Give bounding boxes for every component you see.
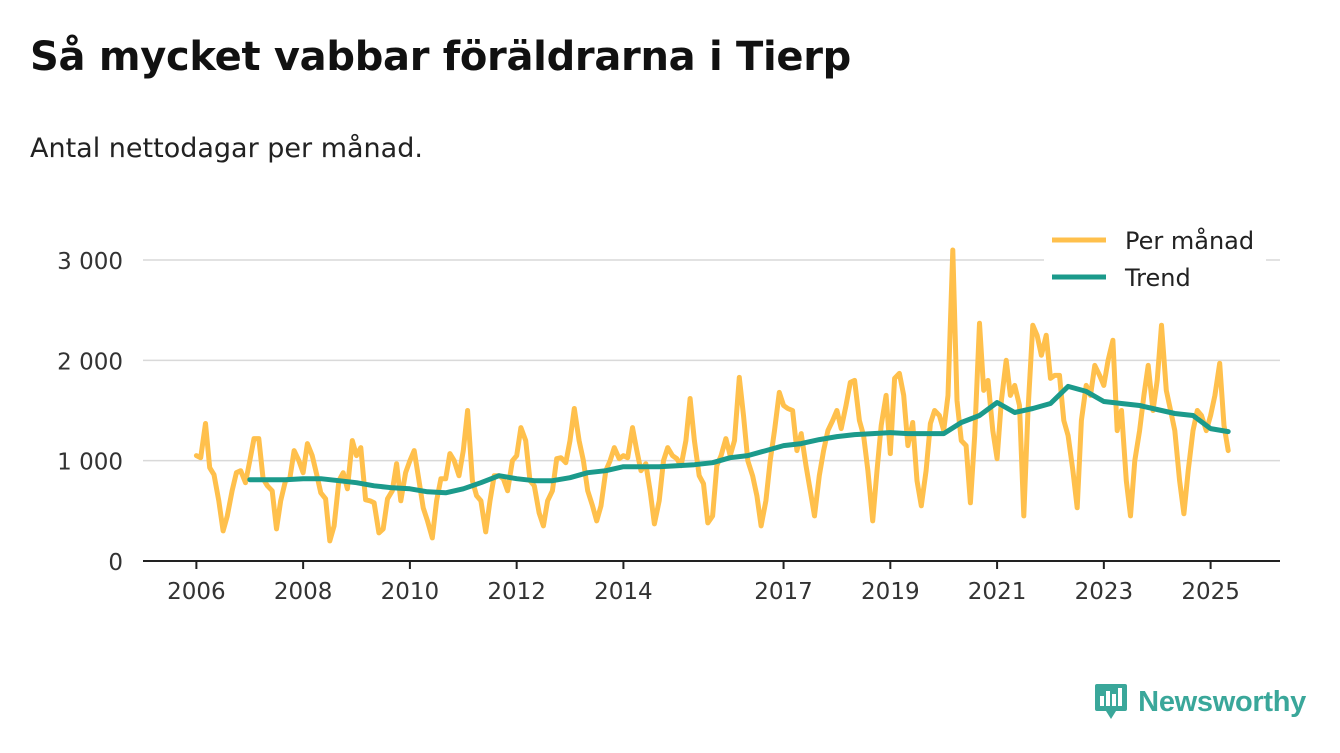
series-line-trend: [247, 383, 1231, 496]
legend-label-trend: Trend: [1124, 264, 1191, 292]
x-tick-label: 2006: [167, 579, 226, 605]
legend: Per månad Trend: [1044, 222, 1266, 300]
newsworthy-logo: Newsworthy: [1094, 682, 1306, 722]
x-axis-ticks: 2006 2008 2010 2012 2014 2017 2019 2021 2023 2025: [167, 561, 1240, 605]
y-tick-label: 2 000: [57, 349, 123, 375]
x-tick-label: 2021: [968, 579, 1027, 605]
newsworthy-icon: [1095, 684, 1128, 719]
y-axis-ticks: 0 1 000 2 000 3 000: [57, 249, 123, 576]
y-tick-label: 0: [108, 550, 123, 576]
series-lines: [193, 247, 1231, 544]
x-tick-label: 2014: [594, 579, 653, 605]
y-tick-label: 1 000: [57, 450, 123, 476]
x-tick-label: 2023: [1075, 579, 1134, 605]
chart-subtitle: Antal nettodagar per månad.: [30, 133, 423, 164]
brand-name: Newsworthy: [1138, 685, 1306, 718]
x-tick-label: 2012: [487, 579, 546, 605]
legend-label-monthly: Per månad: [1125, 226, 1254, 255]
chart-title: Så mycket vabbar föräldrarna i Tierp: [30, 34, 851, 80]
x-tick-label: 2008: [274, 579, 333, 605]
series-line-per-manad: [193, 247, 1231, 544]
x-tick-label: 2019: [861, 579, 920, 605]
x-tick-label: 2010: [381, 579, 440, 605]
y-tick-label: 3 000: [57, 249, 123, 275]
legend-background: [1044, 222, 1266, 300]
x-tick-label: 2025: [1181, 579, 1240, 605]
x-tick-label: 2017: [754, 579, 813, 605]
